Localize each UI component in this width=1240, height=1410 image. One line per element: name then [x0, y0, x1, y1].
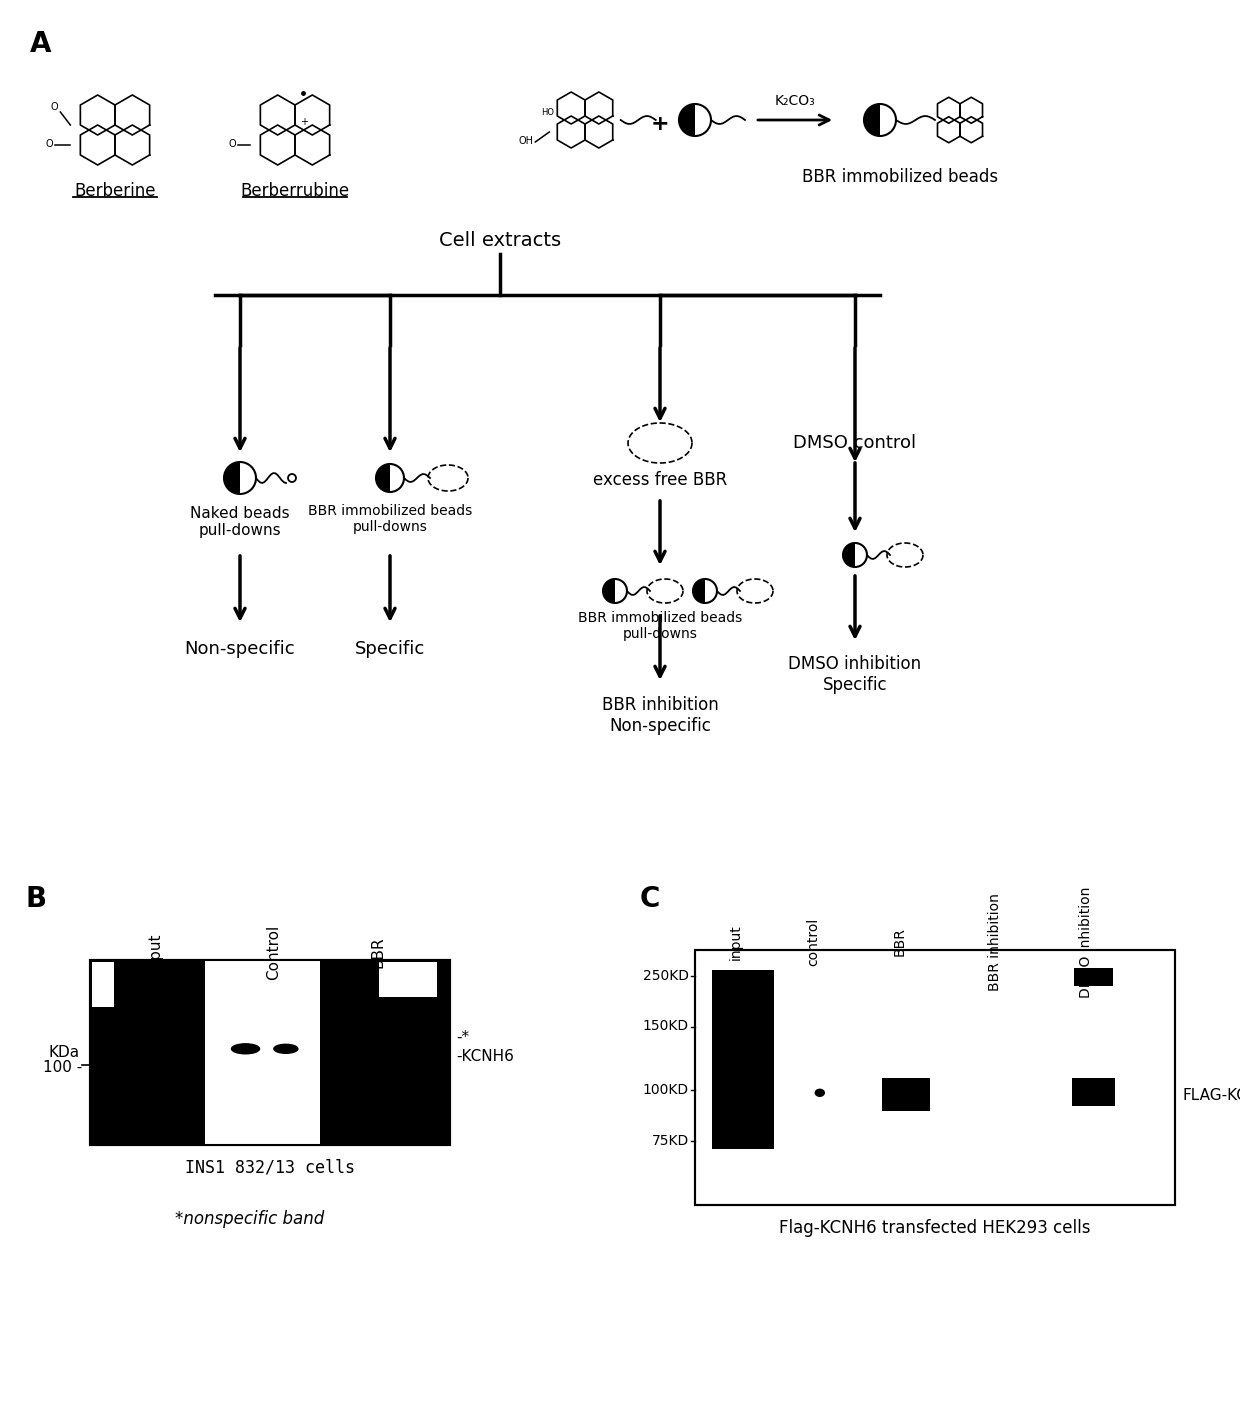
Text: O: O [228, 140, 237, 149]
Text: *nonspecific band: *nonspecific band [175, 1210, 325, 1228]
Bar [205, 960, 320, 1145]
Text: INS1 832/13 cells: INS1 832/13 cells [185, 1159, 355, 1177]
Bar [1071, 1077, 1115, 1105]
Bar [694, 950, 1176, 1206]
Bar [1074, 967, 1114, 986]
Bar [91, 960, 450, 1145]
Text: K₂CO₃: K₂CO₃ [775, 94, 816, 109]
Polygon shape [693, 580, 706, 603]
Polygon shape [880, 104, 897, 135]
Text: excess free BBR: excess free BBR [593, 471, 727, 489]
Text: 100KD: 100KD [642, 1083, 689, 1097]
Text: BBR immobilized beads
pull-downs: BBR immobilized beads pull-downs [578, 611, 742, 642]
Text: +: + [651, 114, 670, 134]
Text: input: input [729, 924, 743, 960]
Text: -KCNH6: -KCNH6 [456, 1049, 513, 1065]
Text: Berberrubine: Berberrubine [241, 182, 350, 200]
Text: BBR immobilized beads: BBR immobilized beads [802, 168, 998, 186]
Text: BBR immobilized beads
pull-downs: BBR immobilized beads pull-downs [308, 503, 472, 534]
Bar [320, 960, 450, 1145]
Text: 250KD: 250KD [644, 969, 689, 983]
Text: DMSO control: DMSO control [794, 434, 916, 453]
Bar [694, 950, 1176, 1206]
Polygon shape [376, 464, 391, 492]
Bar [378, 962, 436, 997]
Text: -*: -* [456, 1029, 469, 1045]
Text: OH: OH [518, 135, 533, 147]
Text: Control: Control [265, 925, 280, 980]
Text: Naked beads
pull-downs: Naked beads pull-downs [190, 506, 290, 539]
Bar [91, 960, 205, 1145]
Text: O: O [46, 140, 53, 149]
Bar [91, 960, 450, 1145]
Bar [882, 1077, 930, 1111]
Polygon shape [615, 580, 627, 603]
Ellipse shape [274, 1045, 298, 1053]
Polygon shape [843, 543, 856, 567]
Text: Berberine: Berberine [74, 182, 156, 200]
Text: BBR: BBR [371, 936, 386, 967]
Text: A: A [30, 30, 52, 58]
Ellipse shape [232, 1043, 259, 1053]
Text: O: O [51, 102, 58, 111]
Text: Input: Input [148, 932, 162, 971]
Text: C: C [640, 885, 661, 914]
Polygon shape [241, 462, 255, 493]
Text: 75KD: 75KD [652, 1134, 689, 1148]
Text: Cell extracts: Cell extracts [439, 230, 560, 250]
Text: BBR inhibition: BBR inhibition [988, 893, 1002, 991]
Text: Non-specific: Non-specific [185, 640, 295, 658]
Text: control: control [806, 918, 820, 966]
Text: DMSO inhibition: DMSO inhibition [1079, 887, 1094, 998]
Text: KDa: KDa [48, 1045, 81, 1060]
Polygon shape [224, 462, 241, 493]
Polygon shape [391, 464, 404, 492]
Text: HO: HO [542, 109, 554, 117]
Text: FLAG-KCNH6: FLAG-KCNH6 [1183, 1089, 1240, 1103]
Text: B: B [25, 885, 46, 914]
Text: +: + [300, 117, 308, 127]
Text: BBR: BBR [893, 928, 906, 956]
Bar [712, 970, 774, 1149]
Polygon shape [706, 580, 717, 603]
Bar [92, 962, 114, 1007]
Polygon shape [694, 104, 711, 135]
Polygon shape [603, 580, 615, 603]
Text: 150KD: 150KD [642, 1019, 689, 1034]
Text: DMSO inhibition
Specific: DMSO inhibition Specific [789, 656, 921, 694]
Polygon shape [680, 104, 694, 135]
Polygon shape [864, 104, 880, 135]
Text: 100 -: 100 - [42, 1060, 82, 1074]
Text: BBR inhibition
Non-specific: BBR inhibition Non-specific [601, 697, 718, 735]
Ellipse shape [816, 1090, 825, 1097]
Polygon shape [856, 543, 867, 567]
Text: Specific: Specific [355, 640, 425, 658]
Text: Flag-KCNH6 transfected HEK293 cells: Flag-KCNH6 transfected HEK293 cells [779, 1220, 1091, 1237]
